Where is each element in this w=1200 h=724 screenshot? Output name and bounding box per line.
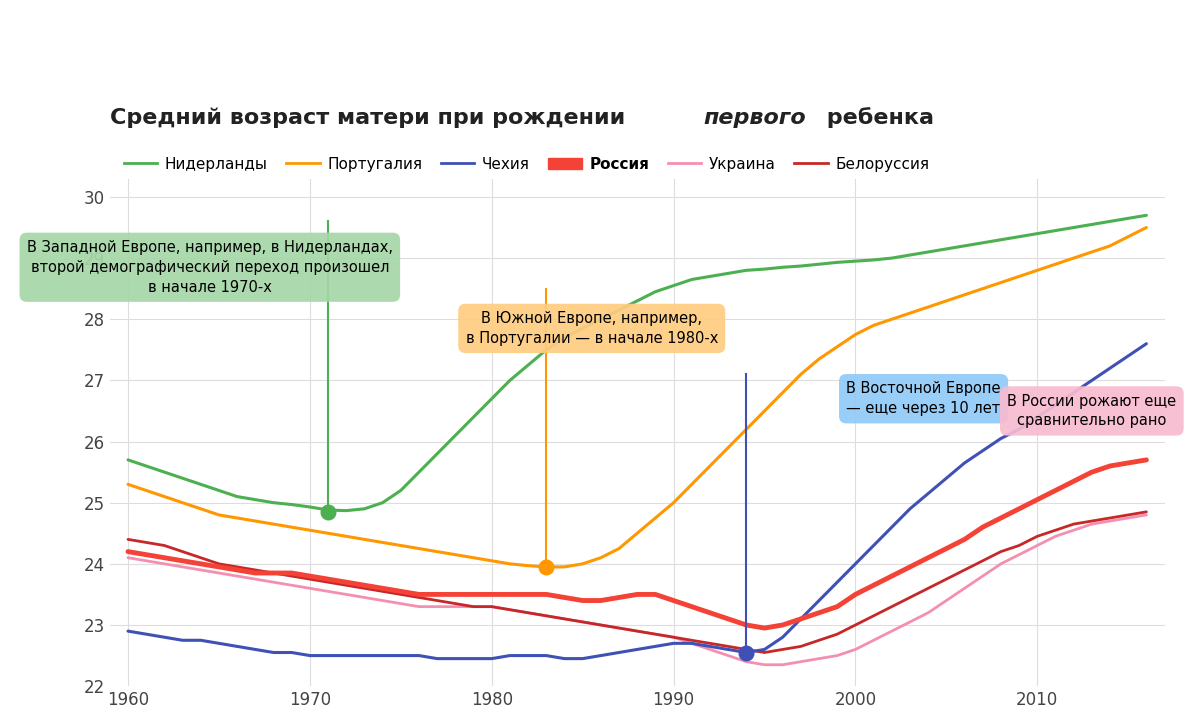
- Text: В Западной Европе, например, в Нидерландах,
второй демографический переход произ: В Западной Европе, например, в Нидерланд…: [26, 240, 392, 295]
- Text: В России рожают еще
сравнительно рано: В России рожают еще сравнительно рано: [1007, 394, 1176, 429]
- Text: ребенка: ребенка: [820, 107, 935, 128]
- Point: [536, 561, 556, 573]
- Text: В Восточной Европе
— еще через 10 лет: В Восточной Европе — еще через 10 лет: [846, 382, 1001, 416]
- Legend: Нидерланды, Португалия, Чехия, Россия, Украина, Белоруссия: Нидерланды, Португалия, Чехия, Россия, У…: [118, 151, 935, 178]
- Text: В Южной Европе, например,
в Португалии — в начале 1980-х: В Южной Европе, например, в Португалии —…: [466, 311, 718, 346]
- Text: первого: первого: [703, 108, 805, 128]
- Point: [318, 506, 337, 518]
- Point: [737, 647, 756, 658]
- Text: Средний возраст матери при рождении: Средний возраст матери при рождении: [110, 107, 632, 128]
